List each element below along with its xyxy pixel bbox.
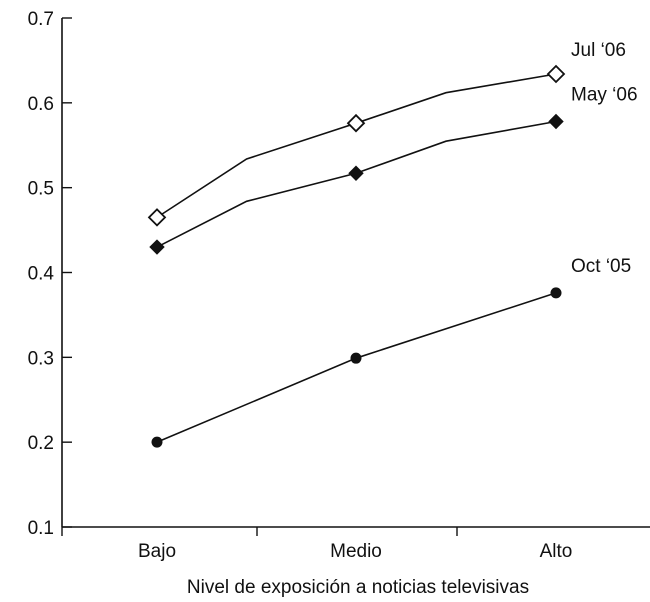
y-tick-label: 0.3 — [28, 348, 54, 369]
y-tick-label: 0.6 — [28, 94, 54, 115]
x-ticks: Bajo Medio Alto — [61, 527, 573, 562]
y-tick-label: 0.2 — [28, 433, 54, 454]
data-point-circle — [350, 352, 362, 364]
data-point-filled-diamond — [348, 165, 364, 181]
data-point-open-diamond — [147, 208, 167, 227]
axes — [61, 18, 650, 528]
series-line — [156, 120, 557, 248]
x-axis-title: Nivel de exposición a noticias televisiv… — [187, 577, 529, 598]
series-labels: Jul ‘06 May ‘06 Oct ‘05 — [571, 40, 638, 277]
data-point-open-diamond — [546, 64, 566, 84]
series-line — [156, 73, 557, 219]
series-label: May ‘06 — [571, 84, 638, 105]
x-category-label: Medio — [330, 541, 382, 562]
y-tick-label: 0.5 — [28, 179, 54, 200]
x-category-label: Bajo — [138, 541, 176, 562]
data-point-filled-diamond — [149, 239, 165, 255]
data-point-open-diamond — [346, 113, 366, 133]
y-tick-label: 0.1 — [28, 518, 54, 539]
y-ticks: 0.1 0.2 0.3 0.4 0.5 0.6 0.7 — [28, 9, 72, 539]
data-point-circle — [151, 436, 163, 448]
y-tick-label: 0.7 — [28, 9, 54, 30]
series-label: Oct ‘05 — [571, 256, 631, 277]
x-category-label: Alto — [540, 541, 573, 562]
series-label: Jul ‘06 — [571, 40, 626, 61]
data-point-circle — [550, 287, 562, 299]
data-point-filled-diamond — [548, 113, 564, 130]
series-line — [156, 292, 557, 443]
series-markers — [147, 64, 566, 448]
y-tick-label: 0.4 — [28, 264, 55, 285]
